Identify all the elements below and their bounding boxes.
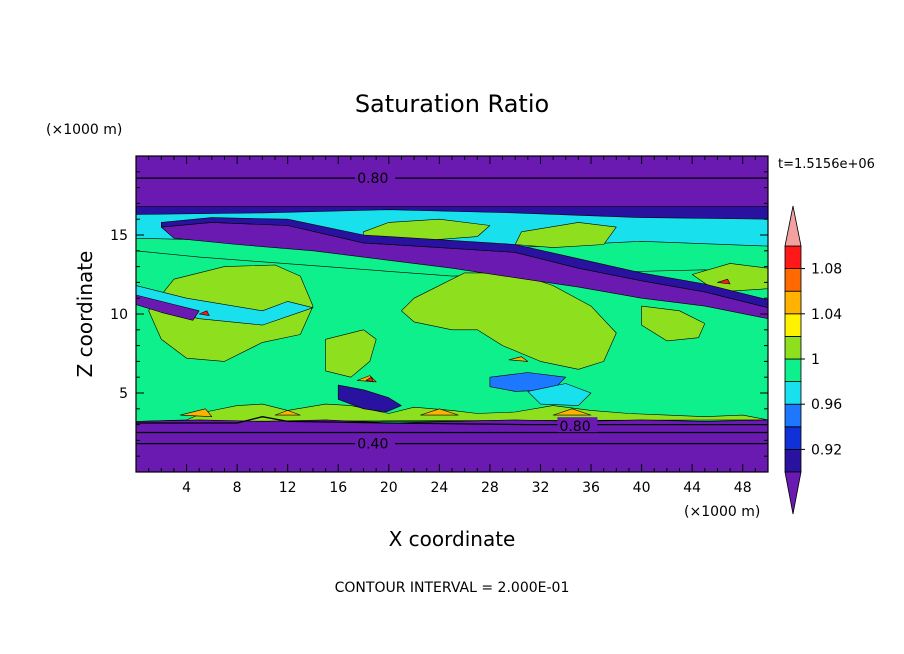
colorbar-segment [784, 426, 802, 450]
contour-interval-footer: CONTOUR INTERVAL = 2.000E-01 [335, 580, 570, 596]
colorbar-label: 0.96 [811, 397, 842, 413]
y-axis-unit: (×1000 m) [46, 122, 122, 138]
colorbar-segment [784, 448, 802, 473]
band-red [717, 278, 731, 285]
y-axis: 5 10 15 [110, 171, 768, 457]
colorbar-segment [784, 245, 802, 270]
y-tick-label: 15 [110, 228, 128, 244]
x-tick-label: 28 [481, 480, 499, 496]
x-tick-label: 36 [582, 480, 600, 496]
x-tick-label: 40 [633, 480, 651, 496]
band-orange [420, 408, 459, 416]
x-tick-label: 8 [233, 480, 242, 496]
x-tick-label: 44 [683, 480, 701, 496]
colorbar-segment [784, 268, 802, 292]
colorbar-label: 1.08 [811, 262, 842, 278]
contour-label-bg [355, 434, 396, 450]
contour-labels: 0.80 0.80 0.40 [355, 169, 598, 453]
band-purple [136, 294, 200, 321]
contour-label: 0.80 [357, 171, 388, 187]
contour-label: 0.40 [357, 437, 388, 453]
contour-label: 0.80 [559, 419, 590, 435]
band-red [198, 310, 210, 316]
colorbar: 0.92 0.96 1 1.04 1.08 [784, 205, 842, 515]
band-lightgreen [325, 329, 377, 378]
band-purple [136, 419, 768, 472]
colorbar-label: 1.04 [811, 307, 842, 323]
x-axis: 4 8 12 16 20 24 28 32 36 40 44 48 [148, 156, 756, 496]
colorbar-label: 1 [811, 352, 820, 368]
x-axis-label: X coordinate [389, 527, 516, 551]
band-orange [274, 410, 301, 416]
x-tick-label: 48 [734, 480, 752, 496]
colorbar-high-arrow [784, 205, 802, 247]
y-tick-label: 5 [119, 386, 128, 402]
band-darkblue [161, 217, 768, 309]
band-orange [179, 408, 213, 418]
colorbar-segment [784, 403, 802, 428]
x-tick-label: 12 [279, 480, 297, 496]
band-darkblue [337, 384, 402, 413]
contour-label-bg [355, 169, 396, 185]
y-axis-label: Z coordinate [73, 251, 97, 378]
band-purple [136, 156, 768, 210]
colorbar-segment [784, 290, 802, 315]
colorbar-segment [784, 335, 802, 360]
x-axis-unit: (×1000 m) [684, 504, 760, 520]
colorbar-segment [784, 313, 802, 337]
time-label: t=1.5156e+06 [778, 157, 875, 172]
band-lightgreen [641, 305, 706, 342]
y-tick-label: 10 [110, 307, 128, 323]
plot-area [136, 156, 768, 472]
x-tick-label: 4 [182, 480, 191, 496]
band-orange [552, 408, 592, 416]
x-tick-label: 16 [329, 480, 347, 496]
chart-title: Saturation Ratio [355, 90, 549, 118]
x-tick-label: 20 [380, 480, 398, 496]
colorbar-label: 0.92 [811, 442, 842, 458]
band-red [365, 376, 374, 383]
colorbar-low-arrow [784, 471, 802, 515]
band-orange [508, 356, 529, 362]
contour-label-bg [557, 417, 598, 433]
x-tick-label: 24 [430, 480, 448, 496]
x-tick-label: 32 [532, 480, 550, 496]
colorbar-segment [784, 381, 802, 405]
colorbar-segment [784, 358, 802, 383]
band-cyan [527, 383, 592, 406]
